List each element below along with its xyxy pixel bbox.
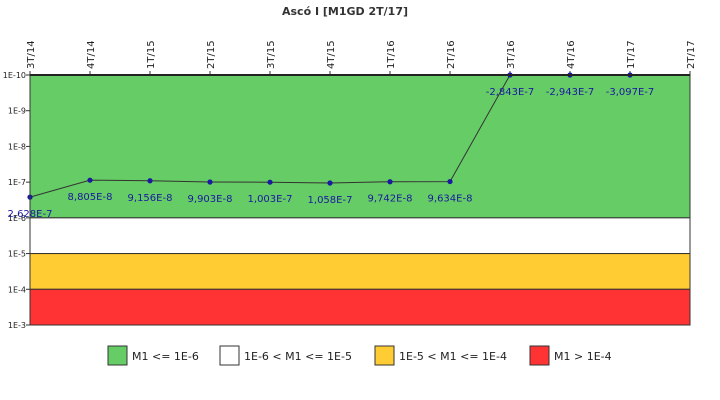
- data-label-4: 1,003E-7: [248, 194, 293, 205]
- x-tick-label-0: 3T/14: [26, 40, 37, 69]
- data-point-2: [147, 178, 153, 184]
- data-label-8: -2,843E-7: [486, 87, 535, 98]
- chart-title: Ascó I [M1GD 2T/17]: [282, 5, 408, 18]
- legend-label-0: M1 <= 1E-6: [132, 350, 199, 363]
- y-tick-label-7: 1E-3: [8, 321, 26, 330]
- data-point-1: [87, 177, 93, 183]
- legend-label-1: 1E-6 < M1 <= 1E-5: [244, 350, 352, 363]
- x-tick-label-2: 1T/15: [146, 40, 157, 69]
- plot-frame: [29, 74, 691, 326]
- legend-swatch-1: [219, 345, 240, 366]
- plot-bands: [29, 74, 691, 326]
- y-tick-label-2: 1E-8: [8, 142, 26, 151]
- x-tick-label-4: 3T/15: [266, 40, 277, 69]
- x-axis: 3T/14 4T/14 1T/15 2T/15 3T/15 4T/15 1T/16 2T/16…: [26, 40, 697, 75]
- x-tick-label-9: 4T/16: [566, 40, 577, 69]
- y-tick-label-6: 1E-4: [8, 285, 26, 294]
- x-tick-label-3: 2T/15: [206, 40, 217, 69]
- data-point-7: [447, 178, 453, 185]
- band-2: [29, 253, 691, 290]
- band-0: [29, 74, 691, 219]
- y-tick-label-4: 1E-6: [8, 214, 26, 223]
- band-3: [29, 288, 691, 326]
- x-tick-label-7: 2T/16: [446, 40, 457, 69]
- y-tick-label-1: 1E-9: [8, 107, 26, 116]
- data-label-1: 8,805E-8: [68, 192, 113, 203]
- y-axis: 1E-10 1E-9 1E-8 1E-7 1E-6 1E-5 1E-4 1E-3: [3, 71, 30, 330]
- legend-label-3: M1 > 1E-4: [554, 350, 612, 363]
- y-tick-label-0: 1E-10: [3, 71, 26, 80]
- data-label-7: 9,634E-8: [428, 194, 473, 205]
- data-label-6: 9,742E-8: [368, 194, 413, 205]
- x-tick-label-5: 4T/15: [326, 40, 337, 69]
- y-tick-label-5: 1E-5: [8, 250, 26, 259]
- legend-swatch-3: [529, 345, 550, 366]
- data-label-9: -2,943E-7: [546, 87, 595, 98]
- legend: M1 <= 1E-6 1E-6 < M1 <= 1E-5 1E-5 < M1 <= …: [107, 345, 612, 366]
- y-tick-label-3: 1E-7: [8, 178, 26, 187]
- data-label-3: 9,903E-8: [188, 194, 233, 205]
- x-tick-label-11: 2T/17: [686, 40, 697, 69]
- x-tick-label-8: 3T/16: [506, 40, 517, 69]
- data-label-2: 9,156E-8: [128, 193, 173, 204]
- band-1: [29, 217, 691, 255]
- legend-swatch-0: [107, 345, 128, 366]
- data-point-6: [387, 179, 393, 185]
- data-point-5: [327, 180, 333, 186]
- data-point-4: [267, 179, 273, 185]
- x-tick-label-10: 1T/17: [626, 40, 637, 69]
- data-point-3: [207, 179, 213, 185]
- data-label-5: 1,058E-7: [308, 195, 353, 206]
- legend-label-2: 1E-5 < M1 <= 1E-4: [399, 350, 507, 363]
- x-tick-label-1: 4T/14: [86, 40, 97, 69]
- legend-swatch-2: [374, 345, 395, 366]
- data-label-10: -3,097E-7: [606, 87, 655, 98]
- x-tick-label-6: 1T/16: [386, 40, 397, 69]
